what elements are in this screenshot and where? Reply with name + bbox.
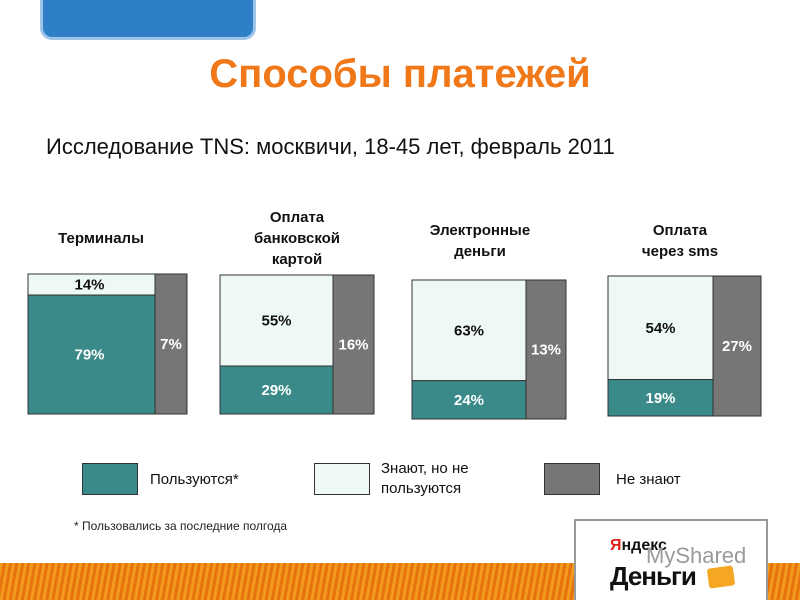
- header-tab: [40, 0, 256, 40]
- data-label-know: 54%: [645, 320, 675, 337]
- category-line: Электронные: [429, 222, 531, 239]
- bar-know: [219, 274, 334, 367]
- data-label-use: 19%: [645, 390, 675, 407]
- bar-use: [411, 380, 527, 420]
- data-label-unknown: 7%: [160, 336, 182, 353]
- legend-label-know-line1: Знают, но не: [381, 460, 469, 477]
- category-label-bank-card: Оплата банковской картой: [232, 207, 362, 270]
- page-title: Способы платежей: [209, 52, 591, 96]
- logo-watermark: MyShared: [646, 543, 747, 568]
- bar-know: [607, 275, 714, 381]
- category-line: Оплата: [652, 222, 708, 239]
- category-line: деньги: [454, 243, 506, 260]
- legend-swatch-unknown: [544, 463, 600, 495]
- logo-main-text: Деньги: [610, 561, 697, 591]
- bar-unknown: [525, 279, 567, 420]
- category-line: Терминалы: [58, 230, 144, 247]
- data-label-use: 29%: [261, 382, 291, 399]
- legend-swatch-know: [314, 463, 370, 495]
- logo-top-text: Яндекс: [610, 537, 667, 554]
- legend-label-know: Знают, но не пользуются: [381, 459, 469, 499]
- legend-swatch-use: [82, 463, 138, 495]
- data-label-unknown: 13%: [531, 342, 561, 359]
- category-label-e-money: Электронные деньги: [415, 220, 545, 262]
- bar-unknown: [712, 275, 762, 417]
- data-label-unknown: 27%: [722, 338, 752, 355]
- footnote: * Пользовались за последние полгода: [74, 519, 288, 533]
- data-label-know: 14%: [74, 277, 104, 294]
- category-line: банковской: [253, 230, 341, 247]
- wallet-icon: [706, 565, 736, 589]
- bar-use: [27, 294, 156, 415]
- legend-label-know-line2: пользуются: [381, 480, 462, 497]
- data-label-use: 79%: [74, 347, 104, 364]
- yandex-money-logo: Яндекс Деньги MyShared: [574, 519, 768, 600]
- legend-label-use: Пользуются*: [150, 471, 239, 488]
- category-line: картой: [271, 251, 323, 268]
- category-line: Оплата: [269, 209, 325, 226]
- legend-label-unknown: Не знают: [616, 471, 681, 488]
- bar-use: [219, 365, 334, 415]
- page-subtitle: Исследование TNS: москвичи, 18-45 лет, ф…: [46, 134, 615, 159]
- category-label-sms: Оплата через sms: [615, 220, 745, 262]
- bar-know: [411, 279, 527, 382]
- data-label-use: 24%: [454, 392, 484, 409]
- data-label-know: 55%: [261, 313, 291, 330]
- bar-unknown: [154, 273, 188, 415]
- chart: 14% 79% 7% 55% 29% 16% 63% 24% 13% 54% 19% 27%: [27, 273, 762, 420]
- data-label-unknown: 16%: [338, 337, 368, 354]
- category-label-terminals: Терминалы: [36, 228, 166, 249]
- data-label-know: 63%: [454, 322, 484, 339]
- bar-unknown: [332, 274, 375, 415]
- category-line: через sms: [641, 243, 719, 260]
